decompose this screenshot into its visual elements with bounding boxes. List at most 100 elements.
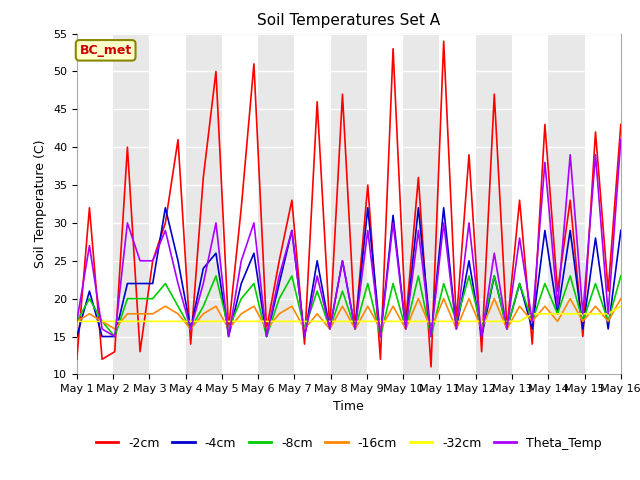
-32cm xyxy=(452,319,460,324)
-8cm xyxy=(326,326,333,332)
-32cm xyxy=(225,319,232,324)
-4cm xyxy=(579,326,587,332)
-8cm xyxy=(187,326,195,332)
Theta_Temp xyxy=(465,220,473,226)
-4cm xyxy=(427,334,435,339)
-16cm xyxy=(124,311,131,317)
-2cm xyxy=(225,326,232,332)
-8cm xyxy=(263,334,271,339)
-16cm xyxy=(465,296,473,301)
-16cm xyxy=(326,326,333,332)
Line: -16cm: -16cm xyxy=(77,299,621,329)
-8cm xyxy=(275,296,283,301)
-2cm xyxy=(326,326,333,332)
-32cm xyxy=(237,319,245,324)
Theta_Temp xyxy=(275,273,283,279)
-16cm xyxy=(415,296,422,301)
-2cm xyxy=(490,91,498,97)
-2cm xyxy=(124,144,131,150)
-16cm xyxy=(364,303,372,309)
-16cm xyxy=(200,311,207,317)
Line: -32cm: -32cm xyxy=(77,306,621,322)
Theta_Temp xyxy=(237,258,245,264)
-2cm xyxy=(579,334,587,339)
-16cm xyxy=(541,303,548,309)
-2cm xyxy=(314,99,321,105)
-32cm xyxy=(161,319,169,324)
-32cm xyxy=(604,311,612,317)
-2cm xyxy=(174,137,182,143)
Bar xyxy=(440,34,476,374)
-4cm xyxy=(529,326,536,332)
-4cm xyxy=(541,228,548,233)
-8cm xyxy=(124,296,131,301)
Theta_Temp xyxy=(200,281,207,287)
-4cm xyxy=(617,228,625,233)
-16cm xyxy=(73,319,81,324)
Theta_Temp xyxy=(111,334,118,339)
-4cm xyxy=(402,326,410,332)
Bar xyxy=(584,34,621,374)
Theta_Temp xyxy=(389,220,397,226)
Theta_Temp xyxy=(503,326,511,332)
-4cm xyxy=(275,281,283,287)
Theta_Temp xyxy=(124,220,131,226)
-2cm xyxy=(187,341,195,347)
-4cm xyxy=(554,311,561,317)
-8cm xyxy=(427,334,435,339)
Theta_Temp xyxy=(490,251,498,256)
-32cm xyxy=(301,319,308,324)
-8cm xyxy=(478,326,486,332)
-8cm xyxy=(591,281,599,287)
-32cm xyxy=(389,319,397,324)
-2cm xyxy=(339,91,346,97)
-4cm xyxy=(99,334,106,339)
-2cm xyxy=(351,326,359,332)
Bar xyxy=(294,34,331,374)
-8cm xyxy=(389,281,397,287)
Theta_Temp xyxy=(73,319,81,324)
Line: Theta_Temp: Theta_Temp xyxy=(77,140,621,336)
-16cm xyxy=(351,326,359,332)
-32cm xyxy=(288,319,296,324)
-32cm xyxy=(402,319,410,324)
Theta_Temp xyxy=(99,326,106,332)
-4cm xyxy=(263,334,271,339)
-4cm xyxy=(73,334,81,339)
-4cm xyxy=(149,281,157,287)
-16cm xyxy=(263,326,271,332)
-2cm xyxy=(617,121,625,127)
Theta_Temp xyxy=(452,326,460,332)
-8cm xyxy=(99,319,106,324)
-32cm xyxy=(275,319,283,324)
-32cm xyxy=(566,311,574,317)
-2cm xyxy=(389,46,397,52)
Theta_Temp xyxy=(427,334,435,339)
-2cm xyxy=(136,349,144,355)
-8cm xyxy=(86,296,93,301)
-16cm xyxy=(212,303,220,309)
Line: -2cm: -2cm xyxy=(77,41,621,367)
-2cm xyxy=(86,205,93,211)
-4cm xyxy=(604,326,612,332)
-2cm xyxy=(452,319,460,324)
Theta_Temp xyxy=(225,334,232,339)
-32cm xyxy=(263,319,271,324)
-2cm xyxy=(376,356,384,362)
Theta_Temp xyxy=(161,228,169,233)
X-axis label: Time: Time xyxy=(333,400,364,413)
-8cm xyxy=(136,296,144,301)
-2cm xyxy=(591,129,599,135)
-4cm xyxy=(237,281,245,287)
Theta_Temp xyxy=(440,220,447,226)
Theta_Temp xyxy=(212,220,220,226)
-8cm xyxy=(212,273,220,279)
-16cm xyxy=(566,296,574,301)
-8cm xyxy=(200,303,207,309)
-4cm xyxy=(351,326,359,332)
-8cm xyxy=(440,281,447,287)
-4cm xyxy=(490,273,498,279)
-8cm xyxy=(579,319,587,324)
-32cm xyxy=(326,319,333,324)
-8cm xyxy=(529,319,536,324)
